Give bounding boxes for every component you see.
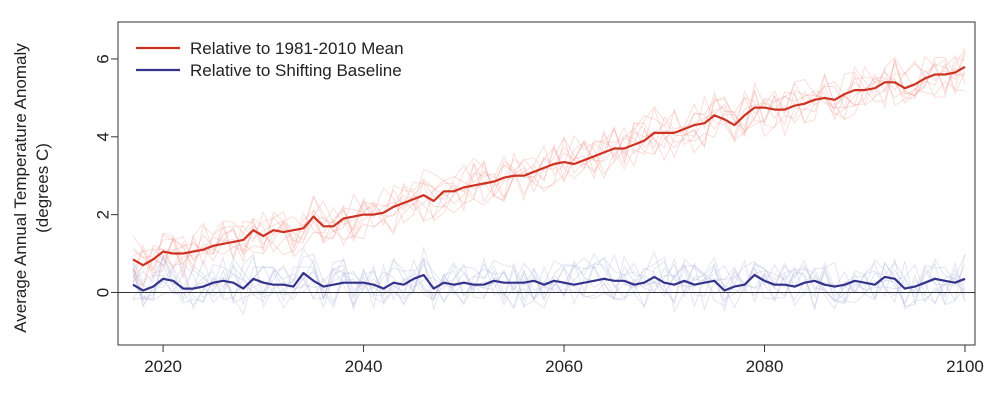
x-tick-label: 2100: [946, 357, 984, 376]
x-tick-label: 2040: [345, 357, 383, 376]
y-axis-title-line-2: (degrees C): [33, 143, 52, 233]
ensemble-trace: [132, 61, 966, 273]
y-tick-label: 4: [93, 132, 112, 141]
x-tick-label: 2020: [144, 357, 182, 376]
ensemble-trace: [132, 57, 966, 290]
y-tick-label: 0: [93, 288, 112, 297]
ensemble-trace: [132, 254, 966, 310]
ensemble-trace: [132, 259, 966, 306]
legend-label: Relative to 1981-2010 Mean: [190, 39, 404, 58]
ensemble-trace: [132, 254, 966, 312]
ensemble-trace: [132, 66, 966, 282]
y-tick-label: 2: [93, 210, 112, 219]
ensemble-trace: [132, 47, 966, 278]
y-axis-title-line-1: Average Annual Temperature Anomaly: [11, 43, 30, 333]
ensemble-trace: [132, 250, 966, 312]
series-line-shifting-baseline: [132, 271, 966, 292]
ensemble-trace: [132, 54, 966, 273]
axes: 2020 2040 2060 2080 2100 0 2 4 6: [93, 21, 984, 376]
legend: Relative to 1981-2010 Mean Relative to Sh…: [136, 39, 404, 80]
x-tick-label: 2080: [746, 357, 784, 376]
x-tick-label: 2060: [545, 357, 583, 376]
legend-label: Relative to Shifting Baseline: [190, 61, 402, 80]
ensemble-trace: [132, 55, 966, 275]
series-lines: [132, 65, 966, 292]
y-axis-title: Average Annual Temperature Anomaly (degr…: [11, 43, 52, 333]
ensemble-trace: [132, 255, 966, 308]
plot-frame: [117, 21, 976, 346]
y-tick-label: 6: [93, 54, 112, 63]
ensemble-traces: [132, 47, 966, 316]
ensemble-trace: [132, 50, 966, 280]
series-line-1981-2010-mean: [132, 65, 966, 267]
ensemble-trace: [132, 247, 966, 313]
ensemble-trace: [132, 59, 966, 284]
